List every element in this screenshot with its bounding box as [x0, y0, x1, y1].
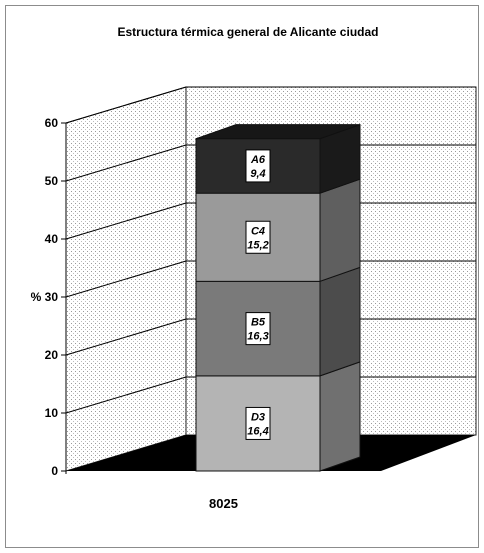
- bar-side-face: [319, 361, 361, 472]
- gridline-side: [65, 86, 187, 124]
- y-tick-label: 50: [45, 174, 59, 188]
- series-name-label: B5: [251, 317, 266, 329]
- bar-segment-a6: A69,4: [195, 123, 361, 194]
- y-tick-label: 10: [45, 406, 59, 420]
- data-value-label: 15,2: [247, 239, 268, 251]
- y-tick-label: 40: [45, 232, 59, 246]
- gridline-side: [65, 144, 187, 182]
- gridline-side: [65, 260, 187, 298]
- chart-frame: Estructura térmica general de Alicante c…: [5, 5, 479, 548]
- y-tick-label: 60: [45, 116, 59, 130]
- bar-side-face: [319, 266, 361, 377]
- chart-title: Estructura térmica general de Alicante c…: [118, 25, 379, 39]
- bar-top-face: [195, 124, 361, 140]
- data-label-box: [245, 406, 271, 440]
- bar-segment-d3: D3 16,4: [195, 361, 361, 472]
- series-name-label: C4: [251, 225, 265, 237]
- y-tick-label: 20: [45, 348, 59, 362]
- gridline-side: [65, 376, 187, 414]
- bar-segment-b5: B5 16,3: [195, 266, 361, 377]
- gridline-side: [65, 318, 187, 356]
- bar-side-face: [319, 178, 361, 283]
- x-category-label: 8025: [209, 496, 238, 511]
- data-label-box: [245, 149, 271, 183]
- y-axis-label: %: [31, 290, 42, 304]
- series-name-label: A6: [250, 154, 266, 166]
- y-tick-label: 0: [51, 464, 58, 478]
- data-label-box: [245, 220, 271, 254]
- series-name-label: D3: [251, 411, 265, 423]
- chart-canvas: Estructura térmica general de Alicante c…: [31, 25, 477, 511]
- y-axis-ticks: 0 10 20 30 40 50 60: [45, 116, 66, 478]
- data-value-label: 16,4: [247, 425, 268, 437]
- bar-segment-c4: C4 15,2: [195, 178, 361, 283]
- data-value-label: 16,3: [247, 331, 268, 343]
- y-tick-label: 30: [45, 290, 59, 304]
- data-label-box: [245, 312, 271, 346]
- data-value-label: 9,4: [250, 168, 265, 180]
- gridline-side: [65, 202, 187, 240]
